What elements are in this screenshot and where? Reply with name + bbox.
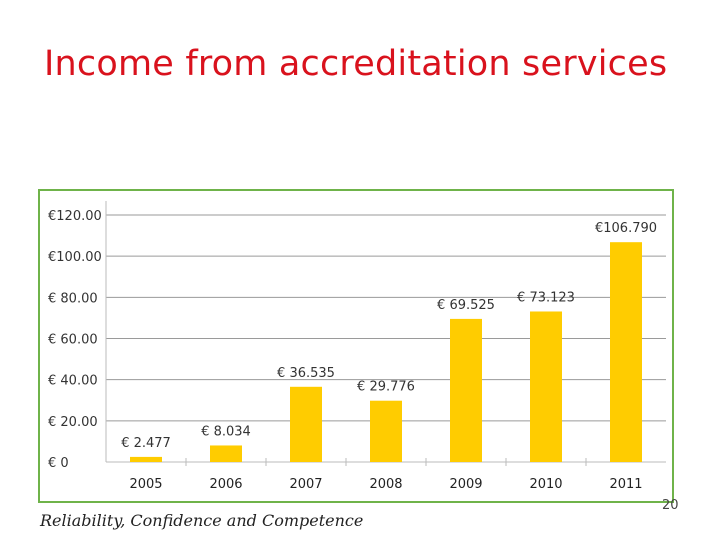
x-tick-label: 2008	[369, 477, 402, 492]
y-tick-label: €120.00	[48, 209, 102, 224]
data-label-2008: € 29.776	[357, 380, 415, 395]
data-labels: € 2.477 € 8.034 € 36.535 € 29.776 € 69.525 € …	[121, 221, 657, 451]
x-tick-label: 2011	[609, 477, 642, 492]
y-tick-label: € 0	[48, 456, 69, 471]
y-tick-label: € 20.00	[48, 415, 98, 430]
gridlines	[106, 214, 666, 422]
data-label-2007: € 36.535	[277, 366, 335, 381]
x-tick-label: 2010	[529, 477, 562, 492]
x-tick-label: 2005	[129, 477, 162, 492]
y-tick-labels: € 0 € 20.00 € 40.00 € 60.00 € 80.00 €100.00 €1…	[48, 209, 102, 471]
data-label-2011: €106.790	[595, 221, 657, 236]
chart-frame: € 0 € 20.00 € 40.00 € 60.00 € 80.00 €100.00 €1…	[38, 189, 674, 503]
bar-2008	[370, 400, 402, 462]
data-label-2009: € 69.525	[437, 298, 495, 313]
bar-2011	[610, 242, 642, 462]
y-tick-label: €100.00	[48, 250, 102, 265]
bar-2005	[130, 456, 162, 462]
bars	[130, 242, 642, 462]
data-label-2006: € 8.034	[201, 424, 251, 439]
x-tick-labels: 2005 2006 2007 2008 2009 2010 2011	[129, 477, 642, 492]
footer-text: Reliability, Confidence and Competence	[40, 511, 364, 530]
y-tick-label: € 40.00	[48, 374, 98, 389]
data-label-2005: € 2.477	[121, 436, 171, 451]
bar-2010	[530, 311, 562, 462]
x-tick-label: 2006	[209, 477, 242, 492]
page-number: 20	[662, 498, 679, 513]
slide-title: Income from accreditation services	[44, 44, 668, 84]
bar-chart: € 0 € 20.00 € 40.00 € 60.00 € 80.00 €100.00 €1…	[48, 201, 666, 492]
bar-2006	[210, 445, 242, 462]
y-tick-label: € 80.00	[48, 291, 98, 306]
y-tick-label: € 60.00	[48, 333, 98, 348]
x-tick-label: 2007	[289, 477, 322, 492]
bar-2009	[450, 318, 482, 462]
bar-2007	[290, 386, 322, 462]
data-label-2010: € 73.123	[517, 290, 575, 305]
x-tick-label: 2009	[449, 477, 482, 492]
